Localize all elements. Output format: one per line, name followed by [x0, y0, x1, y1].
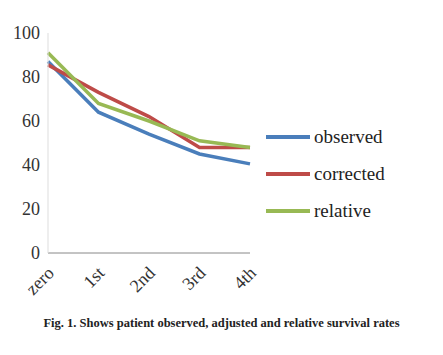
- svg-text:4th: 4th: [229, 263, 259, 293]
- svg-text:zero: zero: [22, 263, 58, 299]
- svg-text:20: 20: [22, 199, 40, 219]
- svg-text:2nd: 2nd: [126, 263, 159, 296]
- svg-text:40: 40: [22, 155, 40, 175]
- html-text:corrected: corrected: [314, 162, 385, 184]
- html-text:relative: relative: [314, 199, 371, 221]
- svg-text:0: 0: [31, 243, 40, 263]
- svg-text:60: 60: [22, 111, 40, 131]
- svg-text:3rd: 3rd: [178, 263, 209, 294]
- html-text:observed: observed: [314, 125, 383, 147]
- svg-text:80: 80: [22, 67, 40, 87]
- html-text:Fig. 1. Shows patient observed: Fig. 1. Shows patient observed, adjusted…: [43, 316, 400, 330]
- svg-text:100: 100: [13, 23, 40, 43]
- svg-text:1st: 1st: [79, 263, 108, 292]
